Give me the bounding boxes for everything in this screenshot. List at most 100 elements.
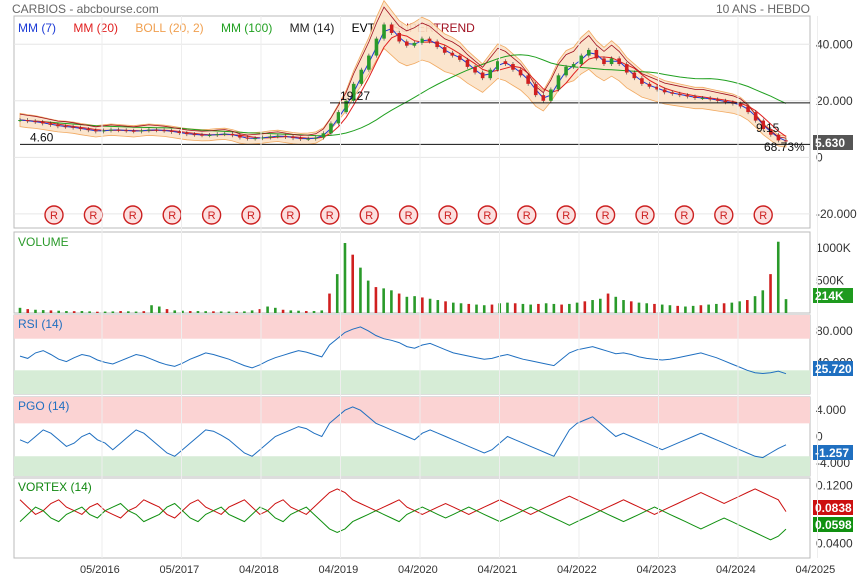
price-candle — [71, 126, 75, 128]
price-candle — [564, 66, 568, 76]
price-candle — [94, 130, 98, 132]
bollinger-band — [19, 0, 787, 148]
volume-bar — [359, 267, 362, 313]
volume-bar — [444, 301, 447, 313]
volume-bar — [134, 311, 138, 313]
volume-bar — [119, 311, 122, 313]
volume-bar — [746, 300, 749, 313]
y-tick-vortex: 0.1200 — [816, 478, 853, 492]
x-tick-label: 04/2025 — [796, 564, 836, 576]
volume-bar — [568, 303, 571, 313]
dividend-marker — [320, 205, 340, 225]
dividend-label: R — [483, 210, 491, 222]
price-candle — [404, 41, 409, 46]
price-candle — [746, 106, 750, 113]
dividend-marker — [595, 205, 616, 225]
price-candle — [78, 127, 83, 130]
price-candle — [556, 75, 561, 90]
price-candle — [33, 121, 37, 123]
x-tick-label: 04/2019 — [319, 564, 359, 576]
volume-bar — [127, 311, 130, 313]
dividend-label: R — [129, 210, 137, 222]
volume-bar — [150, 305, 153, 313]
volume-bar — [707, 304, 710, 313]
volume-bar — [72, 311, 76, 313]
dividend-marker — [635, 205, 655, 225]
dividend-label: R — [720, 210, 728, 222]
dividend-marker — [477, 205, 498, 225]
price-candle — [177, 131, 182, 134]
vortex-minus-badge-bg — [813, 517, 853, 532]
volume-bar — [80, 311, 84, 313]
price-candle — [291, 136, 295, 139]
volume-bar — [629, 301, 633, 313]
volume-bar — [645, 303, 649, 313]
volume-bar — [250, 310, 254, 313]
price-candle — [260, 137, 265, 139]
volume-bar — [266, 306, 269, 313]
dividend-label: R — [326, 210, 334, 222]
y-tick-volume: 500K — [816, 274, 844, 288]
price-candle — [192, 134, 197, 136]
y-tick-price: 20.000 — [816, 94, 853, 108]
y-tick-price: -20.000 — [816, 207, 857, 221]
price-candle — [640, 78, 644, 84]
legend-evt: EVT — [351, 21, 376, 35]
price-candle — [48, 123, 53, 125]
volume-bar — [467, 303, 471, 313]
price-candle — [147, 129, 151, 131]
price-candle — [215, 134, 219, 136]
dividend-label: R — [759, 210, 767, 222]
volume-bar — [676, 305, 679, 313]
price-candle — [776, 134, 781, 141]
price-candle — [374, 38, 379, 56]
price-candle — [230, 133, 235, 136]
dividend-marker — [438, 205, 458, 225]
volume-bar — [776, 241, 780, 313]
x-tick-label: 04/2018 — [239, 564, 279, 576]
dividend-label: R — [680, 210, 688, 222]
price-candle — [617, 58, 621, 65]
price-candle — [162, 130, 166, 132]
price-candle — [56, 124, 60, 127]
dividend-label: R — [444, 210, 452, 222]
volume-badge-bg — [813, 288, 853, 303]
price-candle — [579, 55, 584, 65]
dividend-label: R — [562, 210, 570, 222]
volume-bar — [34, 309, 37, 313]
volume-bar — [753, 296, 757, 313]
price-candle — [344, 100, 348, 113]
volume-bar — [715, 303, 718, 313]
vortex-panel — [13, 477, 811, 559]
dividend-marker — [44, 205, 64, 225]
price-candle — [389, 24, 394, 33]
legend-boll: BOLL (20, 2) — [135, 21, 204, 35]
volume-bar — [320, 310, 324, 313]
price-panel — [13, 15, 811, 229]
volume-bar — [722, 303, 726, 313]
volume-bar — [761, 290, 765, 313]
vortex-plus-badge: 0.0838 — [815, 501, 852, 515]
price-candle — [571, 64, 576, 67]
price-candle — [124, 130, 128, 132]
price-candle — [488, 69, 493, 79]
dividend-label: R — [208, 210, 216, 222]
dividend-marker — [280, 205, 301, 225]
price-candle — [738, 103, 743, 107]
dividend-label: R — [50, 210, 58, 222]
volume-bar — [699, 305, 703, 313]
volume-bar — [96, 311, 99, 313]
dividend-label: R — [641, 210, 649, 222]
volume-bar — [328, 293, 331, 313]
volume-bar — [451, 302, 455, 313]
period-label: 10 ANS - HEBDO — [715, 2, 810, 16]
volume-bar — [351, 254, 355, 313]
price-candle — [541, 95, 546, 101]
price-candle — [450, 52, 455, 56]
volume-bar — [622, 300, 625, 313]
price-candle — [708, 97, 712, 100]
price-candle — [412, 42, 417, 46]
volume-bar — [18, 307, 22, 313]
price-candle — [693, 96, 697, 98]
price-candle — [549, 89, 553, 101]
